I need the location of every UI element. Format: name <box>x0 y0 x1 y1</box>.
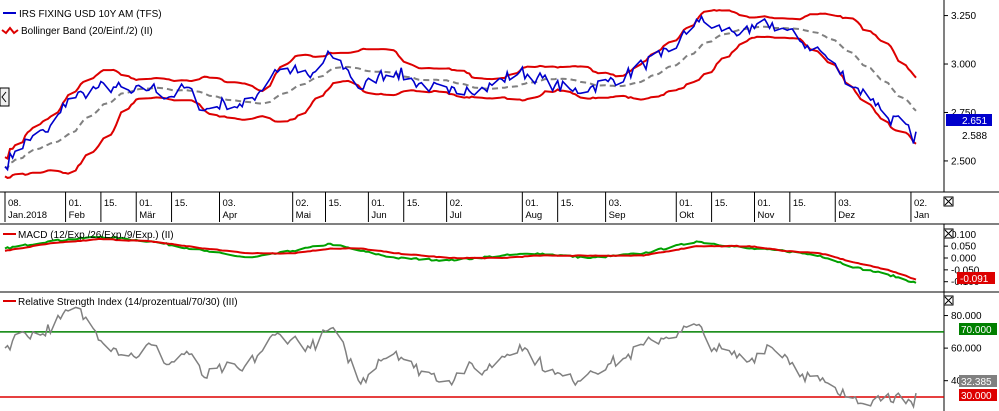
x-tick-label-month: Dez <box>838 210 855 221</box>
x-tick-label-month: Okt <box>679 210 694 221</box>
x-tick-label-day: 15. <box>407 198 420 209</box>
price-current-badge: 2.651 <box>946 114 992 127</box>
chevron-left-icon <box>1 91 7 103</box>
macd-legend: MACD (12/Exp./26/Exp./9/Exp.) (II) <box>3 230 174 241</box>
macd-current-value: -0.091 <box>960 274 989 285</box>
x-tick-label-day: 02. <box>450 198 463 209</box>
x-tick-label-month: Jul <box>450 210 462 221</box>
rsi-legend-label: Relative Strength Index (14/prozentual/7… <box>18 297 238 308</box>
rsi-current-value: 32.385 <box>961 377 992 388</box>
x-tick-label-month: Jan <box>914 210 929 221</box>
x-tick-label-day: 01. <box>139 198 152 209</box>
macd-close-button[interactable] <box>943 228 954 239</box>
macd-current-badge: -0.091 <box>957 272 995 285</box>
y-tick-label: 3.250 <box>951 11 976 22</box>
x-tick-label-day: 15. <box>104 198 117 209</box>
x-tick-label-month: Sep <box>609 210 626 221</box>
price-series-group <box>4 8 917 179</box>
macd-series-group <box>4 235 917 284</box>
y-tick-label: 3.000 <box>951 60 976 71</box>
x-tick-label-month: Mai <box>296 210 311 221</box>
bollinger-middle-line <box>4 25 917 170</box>
price-legend-label: IRS FIXING USD 10Y AM (TFS) <box>19 9 162 20</box>
rsi-upper-label: 70.000 <box>961 325 992 336</box>
x-tick-label-month: Apr <box>223 210 238 221</box>
rsi-legend: Relative Strength Index (14/prozentual/7… <box>3 297 238 308</box>
x-tick-label-day: 03. <box>223 198 236 209</box>
x-tick-label-day: 15. <box>793 198 806 209</box>
rsi-close-button[interactable] <box>943 295 954 306</box>
rsi-lower-badge: 30.000 <box>959 389 997 402</box>
close-icon <box>944 229 953 238</box>
price-current-value: 2.651 <box>962 116 987 127</box>
price-month-gridlines <box>4 192 912 222</box>
x-tick-label-day: 01. <box>371 198 384 209</box>
x-tick-label-day: 15. <box>175 198 188 209</box>
price-y-axis: 2.500 2.750 3.000 3.250 <box>944 11 976 167</box>
bollinger-legend-label: Bollinger Band (20/Einf./2) (II) <box>21 26 153 37</box>
bollinger-legend-swatch <box>1 26 19 35</box>
x-tick-label-month: Feb <box>69 210 85 221</box>
macd-signal-line <box>4 238 917 281</box>
x-tick-label-month: Aug <box>525 210 542 221</box>
y-tick-label: 0.050 <box>951 242 976 253</box>
x-tick-label-month: Nov <box>757 210 774 221</box>
y-tick-label: 2.750 <box>951 108 976 119</box>
x-tick-label-day: 15. <box>328 198 341 209</box>
y-tick-label: -0.050 <box>951 265 980 276</box>
y-tick-label: 2.500 <box>951 156 976 167</box>
y-tick-label: 0.000 <box>951 254 976 265</box>
price-close-button[interactable] <box>943 196 954 207</box>
x-tick-label-day: 01. <box>679 198 692 209</box>
rsi-line <box>4 306 917 410</box>
y-tick-label: 60.000 <box>951 344 982 355</box>
x-tick-label-day: 15. <box>561 198 574 209</box>
close-icon <box>944 296 953 305</box>
y-tick-label: 0.100 <box>951 230 976 241</box>
rsi-current-badge: 32.385 <box>959 375 997 388</box>
rsi-series-group <box>0 306 944 410</box>
price-line <box>4 14 917 172</box>
y-tick-label: 80.000 <box>951 311 982 322</box>
x-tick-label-day: 01. <box>69 198 82 209</box>
x-tick-label-month: Mär <box>139 210 155 221</box>
close-icon <box>944 197 953 206</box>
x-tick-label-day: 02. <box>914 198 927 209</box>
macd-legend-label: MACD (12/Exp./26/Exp./9/Exp.) (II) <box>18 230 174 241</box>
x-tick-label-month: Jun <box>371 210 386 221</box>
x-tick-label-day: 03. <box>609 198 622 209</box>
rsi-upper-badge: 70.000 <box>959 323 997 336</box>
x-tick-label-day: 01. <box>525 198 538 209</box>
x-tick-label-day: 02. <box>296 198 309 209</box>
bollinger-upper-band <box>4 8 917 161</box>
price-second-value: 2.588 <box>962 131 987 142</box>
x-tick-label-month: Jan.2018 <box>8 210 47 221</box>
x-tick-label-day: 01. <box>757 198 770 209</box>
collapse-handle[interactable] <box>0 87 10 107</box>
bollinger-lower-band <box>4 35 917 179</box>
price-legend: IRS FIXING USD 10Y AM (TFS) Bollinger Ba… <box>1 9 162 37</box>
x-tick-label-day: 03. <box>838 198 851 209</box>
rsi-lower-label: 30.000 <box>961 391 992 402</box>
x-tick-label-day: 15. <box>715 198 728 209</box>
x-tick-label-day: 08. <box>8 198 21 209</box>
